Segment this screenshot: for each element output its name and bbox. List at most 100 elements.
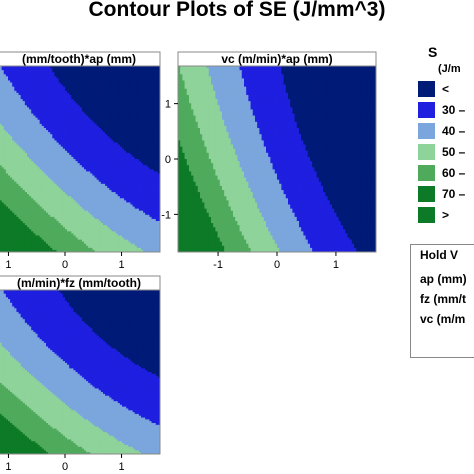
contour-cell [29, 223, 32, 226]
contour-cell [50, 92, 53, 96]
contour-cell [86, 103, 89, 106]
contour-cell [52, 156, 56, 160]
contour-cell [35, 179, 39, 183]
contour-cell [73, 142, 77, 146]
contour-cell [33, 123, 37, 127]
contour-cell [50, 202, 53, 206]
contour-cell [54, 119, 58, 123]
contour-cell [73, 233, 77, 237]
contour-cell [84, 161, 87, 164]
contour-cell [56, 130, 60, 133]
contour-cell [58, 68, 62, 71]
contour-cell [50, 84, 53, 88]
contour-cell [1, 92, 5, 96]
contour-cell [24, 218, 28, 222]
contour-cell [10, 142, 13, 146]
contour-cell [1, 90, 5, 94]
contour-cell [31, 177, 34, 181]
contour-cell [24, 103, 28, 106]
contour-cell [31, 144, 34, 148]
contour-cell [71, 97, 75, 100]
contour-cell [73, 154, 77, 158]
contour-cell [20, 76, 24, 79]
contour-cell [3, 82, 7, 86]
contour-cell [65, 138, 68, 141]
contour-cell [22, 221, 26, 224]
contour-cell [81, 99, 85, 102]
contour-cell [18, 154, 22, 158]
contour-cell [37, 76, 41, 79]
contour-cell [18, 74, 22, 77]
contour-cell [18, 210, 22, 214]
contour-cell [18, 109, 22, 113]
contour-cell [0, 134, 3, 137]
contour-cell [29, 144, 32, 148]
contour-cell [73, 204, 77, 208]
contour-cell [81, 214, 85, 218]
contour-cell [84, 202, 87, 206]
contour-cell [3, 173, 7, 177]
contour-cell [8, 66, 11, 69]
contour-cell [65, 128, 68, 131]
contour-cell [39, 233, 43, 237]
contour-cell [10, 92, 13, 96]
contour-cell [65, 183, 68, 187]
contour-cell [52, 150, 56, 154]
contour-cell [14, 204, 18, 208]
contour-cell [3, 167, 7, 170]
contour-cell [54, 130, 58, 133]
contour-cell [46, 235, 49, 239]
contour-cell [22, 231, 26, 234]
contour-cell [60, 105, 64, 108]
contour-cell [10, 235, 13, 239]
contour-cell [31, 150, 34, 154]
contour-cell [65, 144, 68, 148]
contour-cell [75, 208, 79, 212]
contour-cell [12, 152, 15, 156]
contour-cell [20, 187, 24, 191]
contour-cell [20, 235, 24, 239]
contour-cell [60, 130, 64, 133]
contour-cell [62, 88, 66, 92]
contour-cell [67, 156, 70, 160]
contour-cell [37, 243, 41, 247]
contour-cell [60, 225, 64, 228]
contour-cell [58, 101, 62, 104]
contour-cell [56, 105, 60, 108]
contour-cell [41, 111, 45, 115]
contour-cell [62, 82, 66, 86]
contour-cell [84, 249, 87, 252]
contour-cell [24, 225, 28, 228]
contour-cell [69, 183, 72, 187]
contour-cell [24, 249, 28, 252]
contour-cell [77, 86, 81, 90]
contour-cell [67, 99, 70, 102]
contour-cell [58, 181, 62, 185]
contour-cell [50, 74, 53, 77]
contour-cell [29, 132, 32, 135]
contour-cell [84, 179, 87, 183]
contour-cell [27, 171, 30, 175]
contour-cell [10, 227, 13, 230]
contour-cell [46, 142, 49, 146]
contour-cell [0, 221, 3, 224]
contour-cell [22, 187, 26, 191]
contour-cell [5, 173, 9, 177]
contour-cell [31, 241, 34, 245]
contour-cell [58, 84, 62, 88]
contour-cell [35, 70, 39, 73]
contour-cell [75, 140, 79, 144]
contour-cell [8, 136, 11, 139]
contour-cell [60, 154, 64, 158]
contour-cell [14, 97, 18, 100]
contour-cell [10, 68, 13, 71]
contour-cell [27, 200, 30, 203]
contour-cell [46, 119, 49, 123]
contour-cell [10, 119, 13, 123]
contour-cell [52, 121, 56, 125]
contour-cell [14, 206, 18, 210]
contour-cell [20, 125, 24, 129]
contour-cell [48, 241, 51, 245]
contour-cell [27, 101, 30, 104]
contour-cell [46, 66, 49, 69]
